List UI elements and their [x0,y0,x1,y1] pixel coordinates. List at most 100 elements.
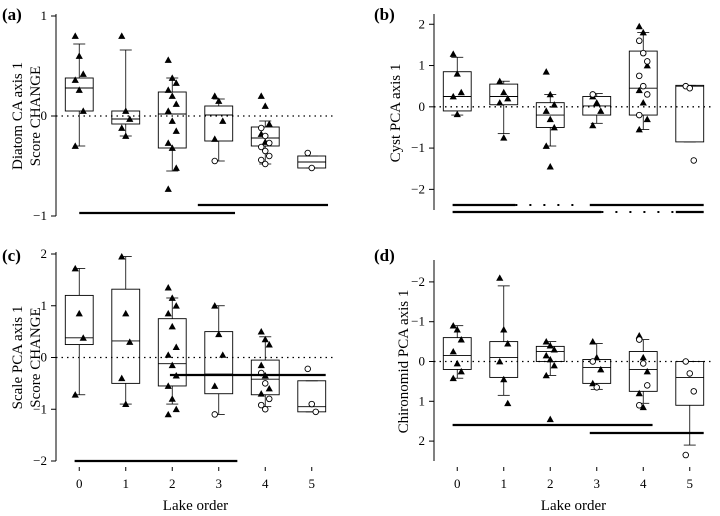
iqr-box [582,359,612,384]
data-point-circle [644,91,651,98]
data-point-circle [304,149,312,157]
data-point-circle [262,406,269,413]
data-point-triangle [496,357,504,365]
y-tick-label: 2 [419,433,426,448]
box-3 [204,305,234,415]
y-axis-label: Chironomid PCA axis 1 [396,290,412,434]
box-3 [204,98,234,162]
iqr-box [489,341,519,378]
data-point-circle [211,157,218,165]
iqr-box [64,77,94,112]
data-point-circle [266,152,273,160]
x-tick-label: 1 [501,476,508,491]
data-point-triangle [639,99,647,106]
data-point-triangle [118,124,126,131]
data-point-circle [644,58,651,65]
data-point-triangle [500,88,508,96]
data-point-triangle [265,120,273,127]
data-point-triangle [164,185,172,192]
chart-panel-2: (b) −2 −1 0 1 2 Cyst PCA axis 1 [374,5,713,214]
y-tick-label: 1 [419,393,426,408]
y-tick-label: 1 [41,298,48,313]
data-point-triangle [496,77,504,85]
data-point-triangle [449,347,457,355]
data-point-circle [686,84,694,92]
data-point-triangle [164,86,172,93]
data-point-triangle [449,50,457,57]
data-point-triangle [211,382,219,389]
iqr-box [204,331,234,395]
x-axis-label: Lake order [541,498,606,514]
y-tick-label: −2 [411,181,425,196]
x-tick-label: 3 [216,476,223,491]
data-point-triangle [542,351,550,359]
data-point-triangle [589,121,597,129]
y-tick-label: −1 [411,140,425,155]
data-point-triangle [172,79,180,86]
x-tick-label: 0 [76,476,83,491]
data-point-triangle [546,415,554,423]
iqr-box [111,288,141,384]
data-point-triangle [453,70,461,77]
data-point-triangle [542,338,550,345]
box-1 [489,80,519,135]
data-point-triangle [546,355,554,363]
data-point-triangle [457,336,465,343]
x-tick-label: 5 [309,476,316,491]
panel-label: (d) [374,246,395,265]
data-point-triangle [589,338,597,345]
data-point-triangle [164,309,172,317]
y-tick-label: 1 [41,8,48,23]
box-3 [582,93,612,124]
x-axis-label: Lake order [163,498,228,514]
y-tick-label: −1 [411,314,425,329]
data-point-triangle [597,365,605,373]
iqr-box [675,84,705,143]
data-point-circle [636,402,643,409]
data-point-triangle [172,302,180,309]
iqr-box [64,294,94,346]
data-point-triangle [500,326,508,333]
box-4 [250,336,280,408]
data-point-triangle [504,339,512,347]
data-point-triangle [168,74,176,81]
data-point-circle [266,395,273,403]
x-tick-label: 4 [262,476,269,491]
data-point-triangle [257,361,265,369]
data-point-triangle [500,375,508,383]
y-tick-label: 0 [41,350,48,365]
data-point-triangle [168,361,176,369]
data-point-triangle [546,90,554,98]
data-point-circle [258,401,265,409]
data-point-triangle [457,367,465,375]
data-point-triangle [597,107,605,114]
y-axis-label: Cyst PCA axis 1 [388,64,404,163]
data-point-triangle [172,405,180,413]
y-axis-label: Scale PCA axis 1 [10,306,26,410]
data-point-triangle [504,94,512,102]
panel-label: (b) [374,5,395,24]
iqr-box [204,105,234,142]
box-5 [675,361,705,446]
data-point-triangle [542,68,550,75]
data-point-triangle [457,88,465,96]
box-2 [157,77,187,172]
data-point-circle [262,160,269,168]
data-point-triangle [168,144,176,151]
data-point-triangle [122,107,130,114]
y-tick-label: 1 [419,58,426,73]
data-point-circle [308,164,316,172]
iqr-box [250,359,280,396]
y-tick-label: 0 [419,354,426,369]
x-tick-label: 5 [687,476,694,491]
data-point-triangle [593,353,601,361]
box-0 [64,43,94,147]
data-point-circle [262,147,269,155]
y-tick-label: 2 [419,16,426,31]
data-point-triangle [449,374,457,382]
data-point-circle [644,382,651,389]
data-point-triangle [219,351,227,358]
y-tick-label: −1 [33,208,47,223]
panel-label: (a) [2,5,22,24]
